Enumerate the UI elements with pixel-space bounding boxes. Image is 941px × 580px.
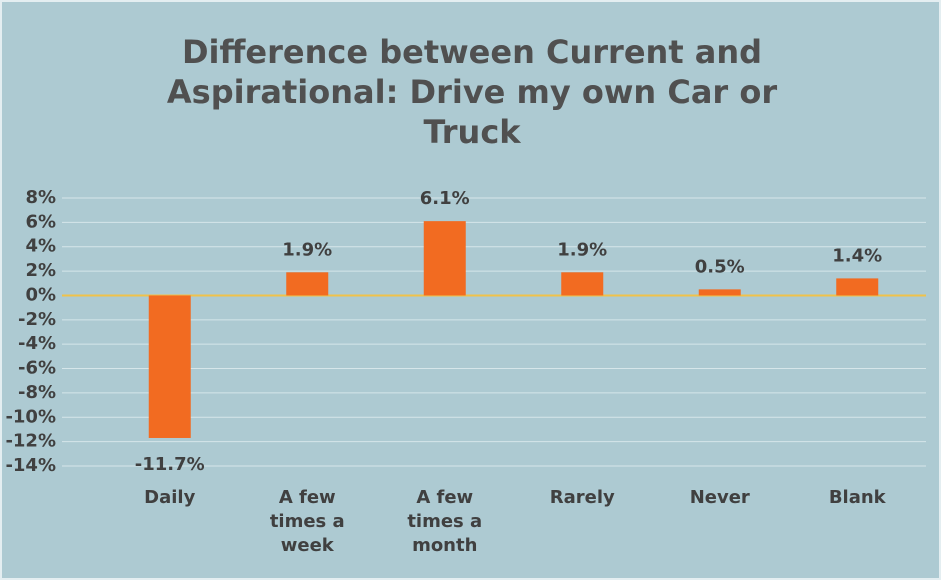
data-label: 0.5%: [695, 256, 745, 277]
bar: [836, 278, 879, 296]
y-tick-label: 8%: [25, 187, 56, 208]
x-tick-label: Rarely: [549, 487, 615, 508]
data-label: -11.7%: [135, 454, 205, 475]
y-tick-label: -2%: [18, 309, 56, 330]
y-tick-label: -14%: [5, 455, 56, 476]
x-tick-label: Never: [689, 487, 750, 508]
y-tick-label: -10%: [5, 406, 56, 427]
data-label: 1.9%: [557, 239, 607, 260]
data-label: 1.9%: [282, 239, 332, 260]
x-tick-label: Blank: [828, 487, 886, 508]
y-tick-label: -8%: [18, 382, 56, 403]
bar: [698, 289, 741, 296]
data-label: 1.4%: [832, 245, 882, 266]
data-label: 6.1%: [420, 188, 470, 209]
bar: [286, 272, 329, 296]
x-tick-label: Daily: [144, 487, 196, 508]
bar: [423, 221, 466, 296]
y-tick-label: -4%: [18, 333, 56, 354]
bar: [561, 272, 604, 296]
x-tick-label: A few times a week: [269, 487, 345, 556]
chart-title: Difference between Current and Aspiratio…: [166, 33, 778, 151]
y-tick-label: -6%: [18, 358, 56, 379]
y-tick-label: 2%: [25, 260, 56, 281]
y-tick-label: -12%: [5, 431, 56, 452]
bar: [148, 295, 191, 438]
y-tick-label: 6%: [25, 211, 56, 232]
x-tick-label: A few times a month: [407, 487, 483, 556]
y-tick-label: 0%: [25, 284, 56, 305]
y-tick-label: 4%: [25, 236, 56, 257]
